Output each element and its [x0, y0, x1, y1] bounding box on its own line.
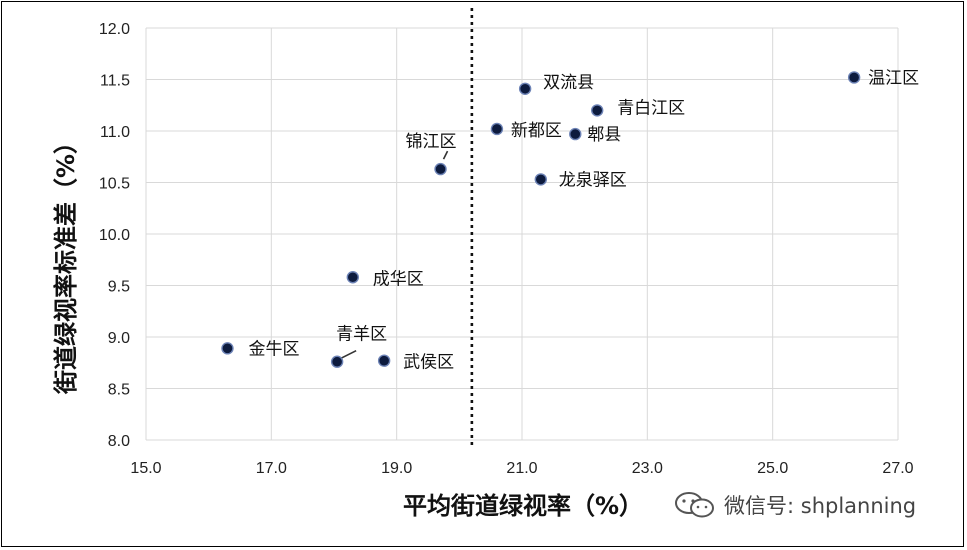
- data-point: [534, 173, 547, 186]
- x-tick-label: 21.0: [506, 460, 537, 477]
- data-point: [847, 71, 861, 84]
- data-point: [330, 355, 344, 368]
- x-tick-label: 17.0: [256, 460, 287, 477]
- y-tick-label: 10.5: [99, 176, 130, 193]
- point-label: 金牛区: [248, 339, 299, 359]
- point-label: 成华区: [373, 269, 424, 289]
- point-label: 温江区: [868, 68, 919, 88]
- y-tick-label: 9.0: [108, 330, 130, 347]
- leader-line: [442, 150, 449, 160]
- point-label: 青白江区: [617, 98, 685, 118]
- point-label: 龙泉驿区: [559, 170, 627, 190]
- y-tick-label: 11.5: [100, 73, 130, 90]
- watermark: 微信号: shplanning: [672, 490, 916, 520]
- y-tick-label: 11.0: [100, 124, 130, 141]
- x-tick-label: 23.0: [632, 460, 663, 477]
- point-label: 锦江区: [406, 132, 457, 152]
- y-tick-label: 9.5: [108, 279, 130, 296]
- data-point: [591, 104, 604, 117]
- point-label: 武侯区: [403, 353, 454, 373]
- x-tick-label: 27.0: [882, 460, 913, 477]
- leader-line: [339, 350, 357, 360]
- data-point: [569, 127, 582, 141]
- watermark-text: 微信号: shplanning: [724, 494, 917, 518]
- wechat-icon: [675, 492, 714, 518]
- data-point: [518, 82, 532, 95]
- data-point: [434, 162, 447, 176]
- data-point: [377, 354, 391, 367]
- point-label: 双流县: [543, 73, 594, 93]
- y-tick-label: 8.5: [108, 382, 130, 399]
- y-tick-label: 10.0: [99, 227, 130, 244]
- point-label: 青羊区: [336, 325, 387, 345]
- y-tick-label: 8.0: [108, 433, 130, 450]
- data-point: [490, 122, 504, 136]
- data-point: [346, 271, 359, 284]
- x-axis-title: 平均街道绿视率（%）: [403, 492, 643, 520]
- x-tick-label: 25.0: [757, 460, 788, 477]
- point-label: 郫县: [587, 125, 621, 145]
- x-tick-label: 19.0: [381, 460, 412, 477]
- y-tick-label: 12.0: [99, 21, 130, 38]
- point-label: 新都区: [511, 121, 562, 141]
- y-axis-title: 街道绿视率标准差（%）: [52, 130, 80, 395]
- x-tick-label: 15.0: [130, 460, 161, 477]
- data-point: [221, 342, 234, 355]
